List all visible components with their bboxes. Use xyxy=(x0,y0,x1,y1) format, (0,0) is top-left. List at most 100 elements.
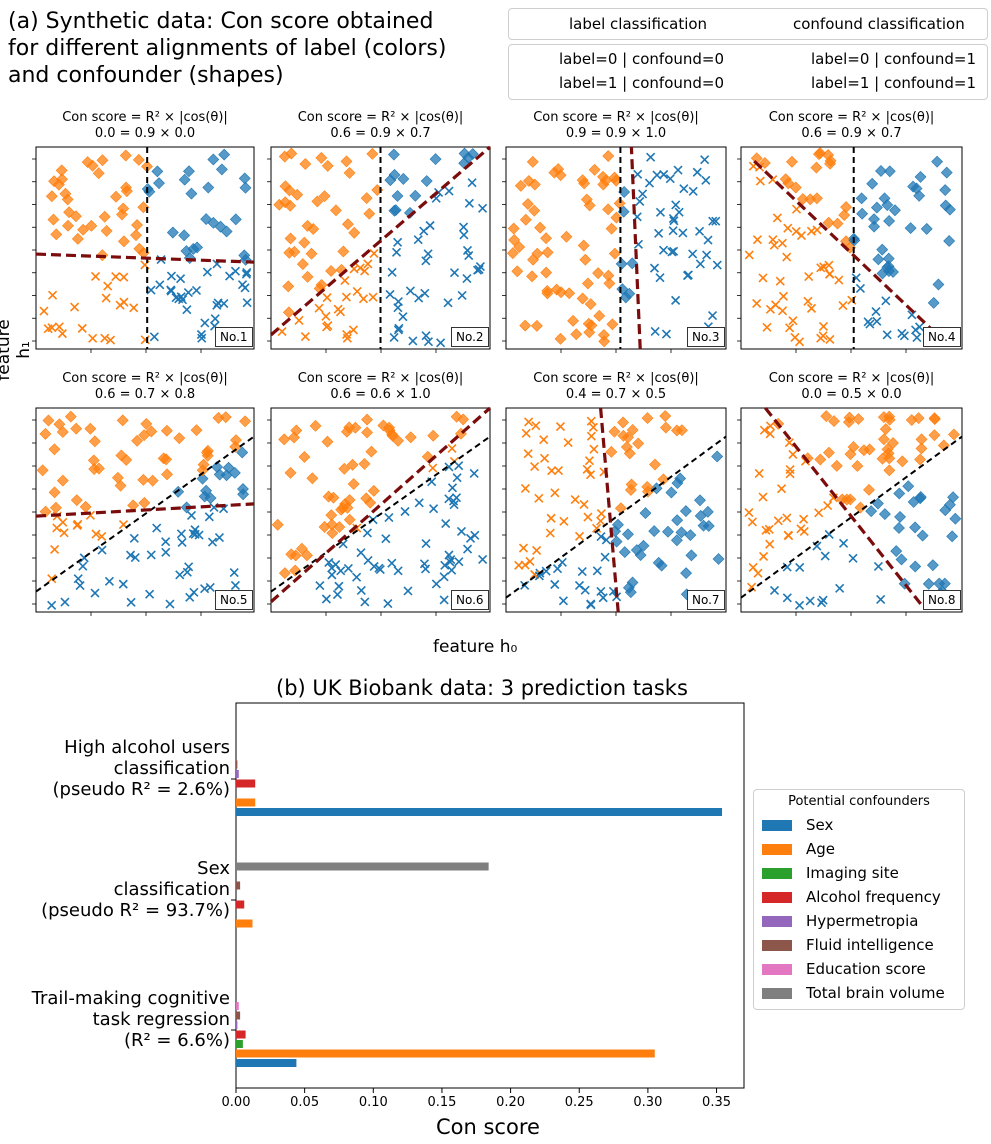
scatter-point xyxy=(928,429,941,442)
legend-swatch xyxy=(762,892,792,903)
scatter-point xyxy=(176,529,186,539)
scatter-point xyxy=(332,590,343,600)
scatter-point xyxy=(748,562,758,572)
scatter-point xyxy=(526,155,539,168)
scatter-point xyxy=(623,447,636,460)
scatter-point xyxy=(447,565,457,575)
scatter-point xyxy=(315,151,328,164)
legend-label: Sex xyxy=(806,816,834,834)
scatter-point xyxy=(64,410,77,423)
scatter-point xyxy=(644,178,654,188)
scatter-point xyxy=(539,435,549,445)
scatter-point xyxy=(775,276,785,286)
scatter-point xyxy=(183,287,193,298)
scatter-point xyxy=(519,319,532,332)
scatter-point xyxy=(803,296,813,306)
scatter-point xyxy=(420,175,433,187)
scatter-point xyxy=(340,155,353,168)
scatter-point xyxy=(73,519,83,529)
panel-formula: Con score = R² × |cos(θ)| xyxy=(768,371,935,386)
scatter-point xyxy=(39,427,52,440)
scatter-point xyxy=(161,468,173,481)
scatter-point xyxy=(879,423,892,436)
scatter-point xyxy=(914,322,925,332)
panel-formula: Con score = R² × |cos(θ)| xyxy=(533,371,699,386)
scatter-point xyxy=(111,272,121,282)
scatter-point xyxy=(873,561,883,572)
scatter-point xyxy=(70,494,83,507)
scatter-point xyxy=(212,411,225,424)
scatter-point xyxy=(820,410,833,423)
scatter-point xyxy=(277,326,287,337)
scatter-point xyxy=(605,445,618,458)
scatter-point xyxy=(190,424,203,437)
scatter-point xyxy=(810,161,823,174)
scatter-point xyxy=(425,220,435,231)
legend-item: Sex xyxy=(762,816,833,834)
scatter-point xyxy=(477,203,488,213)
scatter-point xyxy=(284,466,297,479)
scatter-point xyxy=(295,542,308,555)
scatter-point xyxy=(311,195,324,208)
scatter-point xyxy=(458,222,469,232)
scatter-point xyxy=(408,336,418,346)
bar xyxy=(236,798,256,807)
scatter-point xyxy=(552,163,565,176)
scatter-point xyxy=(791,226,801,237)
scatter-point xyxy=(592,267,605,280)
scatter-point xyxy=(452,473,462,483)
scatter-point xyxy=(671,477,684,489)
scatter-point xyxy=(36,464,49,477)
bar xyxy=(236,1059,297,1067)
scatter-point xyxy=(117,235,130,248)
scatter-point xyxy=(219,411,232,424)
scatter-point xyxy=(298,236,311,249)
y-axis-label-a: feature h₁ xyxy=(0,319,34,381)
scatter-point xyxy=(576,292,589,305)
scatter-point xyxy=(391,247,402,257)
scatter-point xyxy=(211,461,223,473)
scatter-point xyxy=(782,593,792,603)
scatter-point xyxy=(325,265,337,277)
scatter-point xyxy=(50,544,60,555)
scatter-point xyxy=(863,483,875,496)
scatter-point xyxy=(773,516,783,526)
scatter-point xyxy=(43,324,53,334)
scatter-point xyxy=(521,428,531,438)
scatter-point xyxy=(546,513,556,523)
scatter-point xyxy=(540,266,553,279)
scatter-point xyxy=(366,147,379,160)
scatter-point xyxy=(856,207,869,220)
scatter-point xyxy=(531,421,541,431)
scatter-point xyxy=(237,488,250,501)
scatter-point xyxy=(940,166,953,179)
scatter-point xyxy=(459,230,469,240)
scatter-point xyxy=(301,219,314,232)
scatter-point xyxy=(671,200,681,210)
category-label: Sex classification (pseudo R² = 93.7%) xyxy=(2,858,230,921)
scatter-point xyxy=(241,269,251,279)
scatter-point xyxy=(758,273,768,283)
scatter-point xyxy=(299,158,312,170)
scatter-point xyxy=(145,589,155,599)
scatter-point xyxy=(847,441,860,453)
scatter-point xyxy=(358,458,371,470)
scatter-point xyxy=(383,598,393,609)
panel-title: Con score = R² × |cos(θ)| 0.6 = 0.6 × 1.0 xyxy=(261,371,501,403)
scatter-point xyxy=(200,584,210,594)
scatter-point xyxy=(103,281,113,291)
scatter-point xyxy=(229,440,242,453)
scatter-point xyxy=(131,219,143,231)
scatter-point xyxy=(783,223,793,233)
scatter-point xyxy=(129,533,139,543)
scatter-point xyxy=(665,486,678,499)
scatter-point xyxy=(946,530,959,543)
scatter-point xyxy=(758,157,771,169)
scatter-point xyxy=(914,171,927,183)
scatter-point xyxy=(340,275,350,286)
scatter-point xyxy=(191,285,202,295)
scatter-point xyxy=(413,235,423,245)
scatter-point xyxy=(583,512,593,522)
scatter-point xyxy=(872,253,885,266)
scatter-point xyxy=(708,216,718,226)
